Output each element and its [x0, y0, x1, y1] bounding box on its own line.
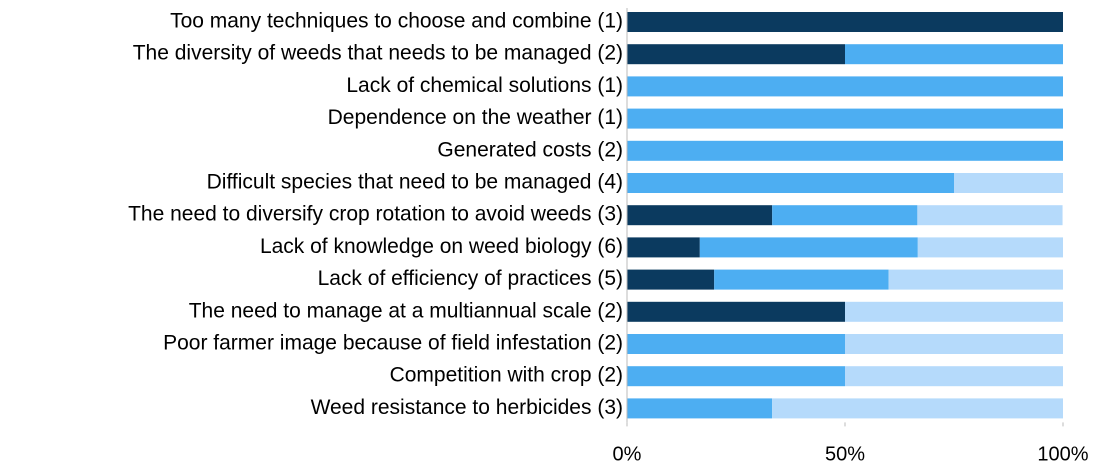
- bar-segment: [627, 269, 715, 290]
- bar-segment: [714, 269, 889, 290]
- bar-segment: [627, 44, 845, 65]
- bar-segment: [917, 205, 1063, 226]
- bar-segment: [627, 76, 1063, 97]
- category-label: Lack of chemical solutions (1): [346, 74, 623, 97]
- category-label: Too many techniques to choose and combin…: [170, 10, 623, 33]
- bar-segment: [772, 398, 1063, 419]
- bar-segment: [627, 173, 954, 193]
- bar-segment: [627, 301, 845, 322]
- category-label: Competition with crop (2): [390, 364, 623, 387]
- category-label: The need to diversify crop rotation to a…: [128, 203, 623, 226]
- bar-segment: [627, 334, 845, 354]
- category-label: Generated costs (2): [437, 138, 623, 161]
- bar-segment: [627, 205, 773, 226]
- bar-segment: [627, 108, 1063, 129]
- bar-segment: [954, 173, 1063, 193]
- bar-segment: [627, 398, 773, 419]
- bar-segment: [627, 12, 1063, 32]
- bar-segment: [845, 44, 1063, 65]
- category-label: Dependence on the weather (1): [328, 106, 623, 129]
- bar-segment: [627, 237, 700, 258]
- category-label: The diversity of weeds that needs to be …: [133, 42, 623, 65]
- category-label: The need to manage at a multiannual scal…: [189, 299, 623, 322]
- bar-segment: [845, 334, 1063, 354]
- category-label: Difficult species that need to be manage…: [207, 171, 623, 194]
- bar-segment: [772, 205, 918, 226]
- category-label: Weed resistance to herbicides (3): [311, 396, 623, 419]
- x-tick-label: 50%: [825, 443, 865, 465]
- bar-segment: [699, 237, 918, 258]
- category-label: Poor farmer image because of field infes…: [163, 332, 623, 355]
- bar-segment: [845, 366, 1063, 387]
- bar-segment: [845, 301, 1063, 322]
- bar-segment: [917, 237, 1063, 258]
- bar-segment: [627, 366, 845, 387]
- x-tick-label: 0%: [613, 443, 642, 465]
- bar-segment: [888, 269, 1063, 290]
- x-tick-label: 100%: [1037, 443, 1088, 465]
- category-label: Lack of knowledge on weed biology (6): [260, 235, 623, 258]
- bar-segment: [627, 140, 1063, 161]
- category-label: Lack of efficiency of practices (5): [318, 267, 623, 290]
